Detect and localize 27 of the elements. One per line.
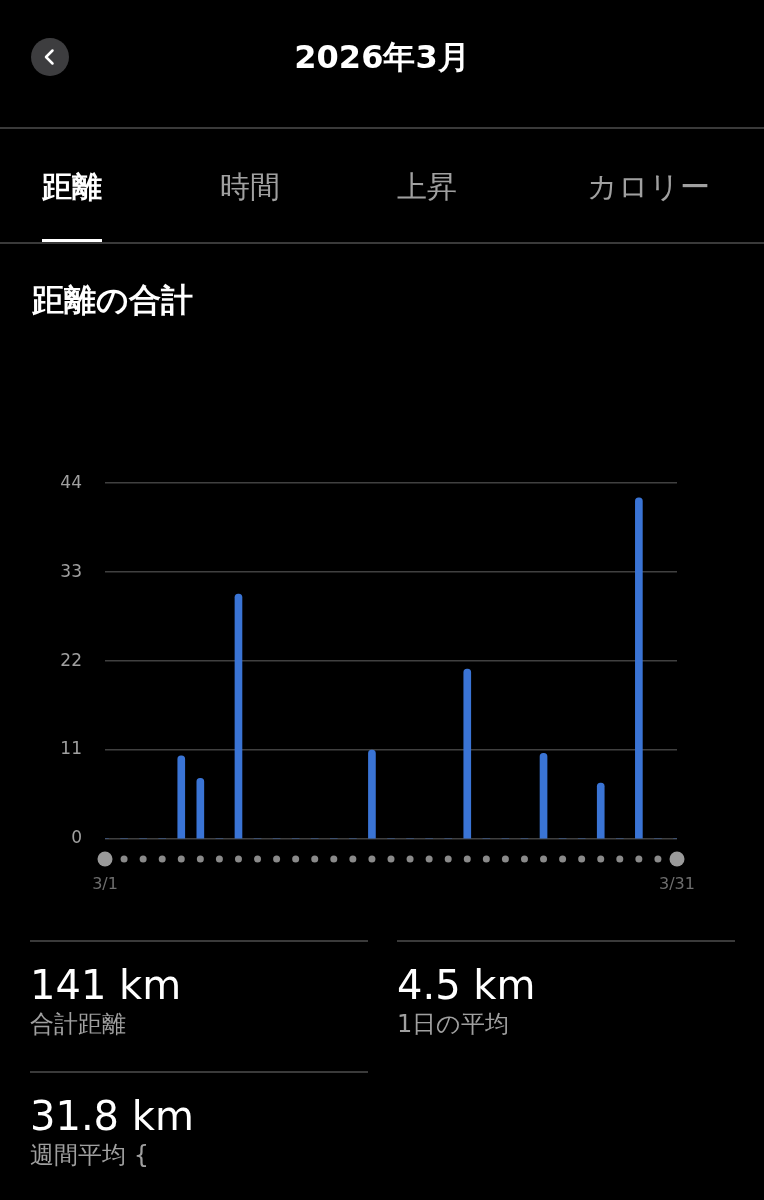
text: 時間 bbox=[220, 169, 280, 205]
bar bbox=[177, 755, 186, 839]
x-tick-label: 3/1 bbox=[92, 873, 118, 893]
bar bbox=[234, 593, 243, 839]
text: カロリー bbox=[587, 169, 710, 205]
text: 31.8 km bbox=[30, 1093, 195, 1139]
y-tick-label: 11 bbox=[60, 738, 82, 759]
text: 上昇 bbox=[397, 169, 457, 205]
bar bbox=[596, 782, 605, 839]
text: 週間平均 { bbox=[30, 1140, 150, 1171]
x-tick-label: 3/31 bbox=[659, 873, 695, 893]
y-tick-label: 44 bbox=[60, 471, 82, 492]
bar bbox=[196, 778, 205, 839]
y-tick-label: 0 bbox=[71, 827, 82, 848]
text: 141 km bbox=[30, 962, 183, 1008]
text: 距離 bbox=[42, 169, 102, 205]
bar bbox=[368, 749, 376, 839]
bar bbox=[463, 668, 472, 839]
text: 4.5 km bbox=[397, 962, 537, 1008]
chart-title: 2026年3月 bbox=[293, 37, 471, 78]
y-tick-label: 22 bbox=[60, 649, 82, 670]
bar bbox=[539, 752, 548, 839]
chart-subtitle: 距離の合計 bbox=[32, 281, 193, 319]
bar bbox=[635, 497, 643, 839]
y-tick-label: 33 bbox=[60, 560, 82, 581]
text: 合計距離 bbox=[30, 1009, 127, 1040]
text: 1日の平均 bbox=[397, 1009, 511, 1040]
